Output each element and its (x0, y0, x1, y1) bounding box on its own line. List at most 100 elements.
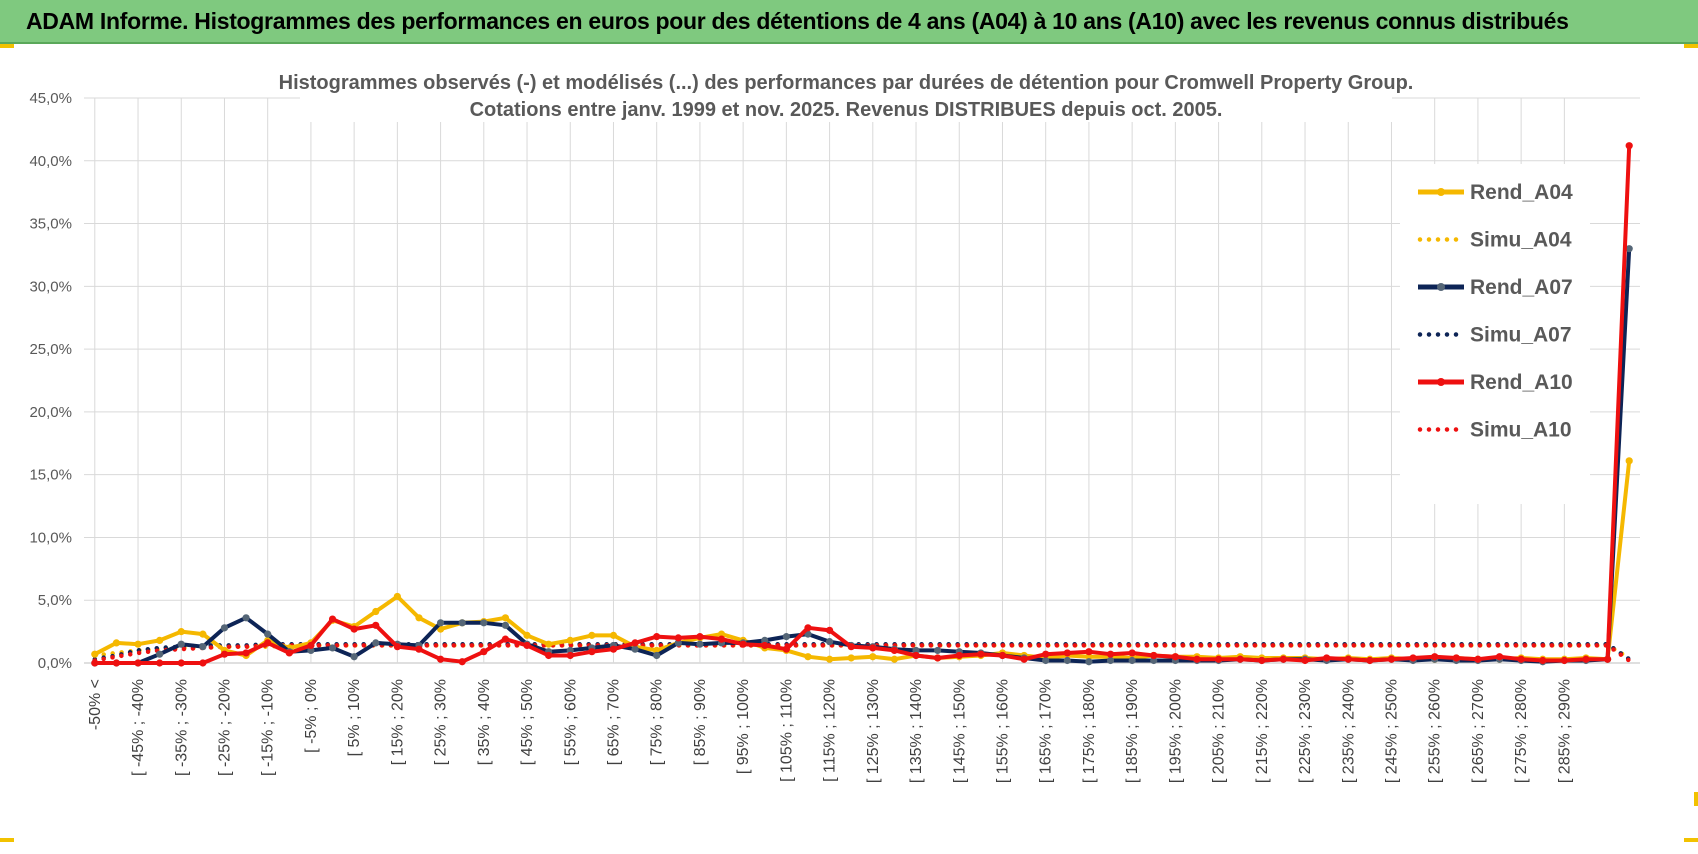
corner-mark-bottom-left (0, 838, 14, 842)
data-point-Rend_A10 (653, 633, 661, 641)
data-point-Rend_A07 (1042, 656, 1050, 665)
x-tick-label: [ 125% ; 130% (865, 679, 882, 783)
data-point-Rend_A10 (1085, 648, 1093, 656)
data-point-Rend_A07 (328, 644, 337, 652)
data-point-Rend_A07 (220, 624, 229, 632)
data-point-Rend_A10 (1128, 649, 1136, 657)
x-tick-label: [ 185% ; 190% (1124, 679, 1141, 783)
data-point-Rend_A10 (156, 659, 164, 667)
x-tick-label: [ -5% ; 0% (303, 679, 320, 753)
data-point-Rend_A04 (177, 628, 185, 636)
data-point-Rend_A10 (112, 659, 121, 667)
data-point-Rend_A04 (588, 631, 596, 639)
data-point-Rend_A10 (393, 643, 401, 651)
data-point-Rend_A10 (220, 650, 229, 658)
data-point-Rend_A10 (1495, 653, 1504, 661)
corner-mark-top-right (1684, 44, 1698, 48)
data-point-Rend_A10 (1279, 655, 1288, 663)
data-point-Rend_A10 (1366, 656, 1374, 665)
data-point-Rend_A10 (782, 645, 790, 653)
y-tick-label: 10,0% (29, 529, 72, 546)
data-point-Rend_A07 (761, 636, 769, 645)
data-point-Rend_A10 (436, 655, 445, 663)
data-point-Rend_A10 (890, 646, 899, 655)
x-tick-label: [ 105% ; 110% (778, 679, 795, 782)
data-point-Rend_A07 (1625, 245, 1633, 253)
y-tick-label: 45,0% (29, 90, 72, 107)
data-point-Rend_A07 (696, 640, 704, 648)
data-point-Rend_A04 (847, 654, 855, 662)
data-point-Rend_A10 (977, 650, 985, 658)
data-point-Rend_A07 (825, 638, 834, 646)
data-point-Rend_A04 (91, 650, 99, 658)
data-point-Rend_A07 (782, 633, 790, 641)
data-point-Rend_A10 (1171, 653, 1179, 661)
data-point-Rend_A10 (998, 651, 1007, 660)
data-point-Rend_A10 (328, 615, 337, 623)
data-point-Rend_A07 (1128, 656, 1136, 665)
data-point-Rend_A10 (804, 624, 812, 632)
data-point-Rend_A10 (1193, 655, 1201, 663)
data-point-Rend_A10 (1452, 654, 1460, 662)
data-point-Rend_A10 (609, 645, 618, 653)
data-point-Rend_A04 (523, 631, 531, 639)
x-tick-label: [ 255% ; 260% (1427, 679, 1444, 783)
data-point-Rend_A10 (501, 635, 510, 643)
x-tick-label: [ 65% ; 70% (605, 679, 622, 765)
data-point-Rend_A07 (199, 643, 207, 651)
legend-marker-Rend_A10 (1437, 378, 1445, 386)
x-tick-label: [ 135% ; 140% (908, 679, 925, 783)
legend-backdrop (1400, 164, 1590, 504)
data-point-Rend_A10 (696, 633, 704, 641)
data-point-Rend_A07 (307, 646, 315, 655)
data-point-Rend_A10 (1431, 653, 1439, 661)
corner-mark-right (1694, 792, 1698, 806)
x-tick-label: [ 115% ; 120% (822, 679, 839, 782)
x-tick-label: [ 95% ; 100% (735, 679, 752, 774)
title-backdrop (300, 62, 1392, 122)
data-point-Rend_A07 (1063, 656, 1071, 665)
x-tick-label: [ 275% ; 280% (1513, 679, 1530, 783)
data-point-Rend_A07 (1085, 658, 1093, 666)
x-tick-label: [ 5% ; 10% (346, 679, 363, 756)
chart-title-line-1: Histogrammes observés (-) et modélisés (… (279, 72, 1414, 94)
data-point-Rend_A10 (1106, 650, 1115, 658)
data-point-Rend_A07 (350, 653, 358, 661)
corner-mark-bottom-right (1684, 838, 1698, 842)
data-point-Rend_A04 (717, 630, 726, 638)
data-point-Rend_A10 (717, 635, 726, 643)
data-point-Rend_A10 (1625, 142, 1633, 150)
data-point-Rend_A10 (1603, 655, 1612, 663)
x-tick-label: [ 145% ; 150% (951, 679, 968, 783)
data-point-Rend_A07 (372, 639, 380, 647)
x-tick-label: -50% < (87, 679, 104, 730)
data-point-Rend_A10 (739, 640, 747, 648)
legend-marker-Rend_A04 (1437, 188, 1445, 196)
data-point-Rend_A07 (177, 640, 185, 648)
data-point-Rend_A10 (1258, 656, 1266, 665)
legend-label-Rend_A04: Rend_A04 (1470, 181, 1573, 204)
data-point-Rend_A10 (242, 649, 250, 657)
x-tick-label: [ 15% ; 20% (389, 679, 406, 765)
data-point-Rend_A07 (674, 639, 682, 647)
y-tick-label: 0,0% (38, 655, 72, 672)
x-tick-label: [ -45% ; -40% (130, 679, 147, 776)
data-point-Rend_A07 (912, 646, 920, 655)
data-point-Rend_A04 (501, 614, 510, 622)
data-point-Rend_A04 (545, 640, 553, 648)
data-point-Rend_A07 (458, 619, 466, 627)
y-tick-label: 35,0% (29, 216, 72, 233)
chart-title-line-2: Cotations entre janv. 1999 et nov. 2025.… (470, 99, 1223, 121)
data-point-Rend_A04 (609, 631, 618, 639)
data-point-Rend_A10 (1020, 655, 1028, 663)
x-tick-label: [ 205% ; 210% (1211, 679, 1228, 783)
data-point-Rend_A07 (1106, 656, 1115, 665)
y-tick-label: 20,0% (29, 404, 72, 421)
x-tick-label: [ 155% ; 160% (994, 679, 1011, 783)
data-point-Rend_A10 (1344, 655, 1352, 663)
data-point-Rend_A04 (393, 592, 401, 601)
data-point-Rend_A10 (285, 649, 293, 657)
x-tick-label: [ 285% ; 290% (1556, 679, 1573, 783)
axis-layer: 0,0% 5,0% 10,0% 15,0% 20,0% 25,0% 30,0% 35,0% 40… (29, 90, 1573, 783)
x-tick-label: [ 75% ; 80% (649, 679, 666, 765)
